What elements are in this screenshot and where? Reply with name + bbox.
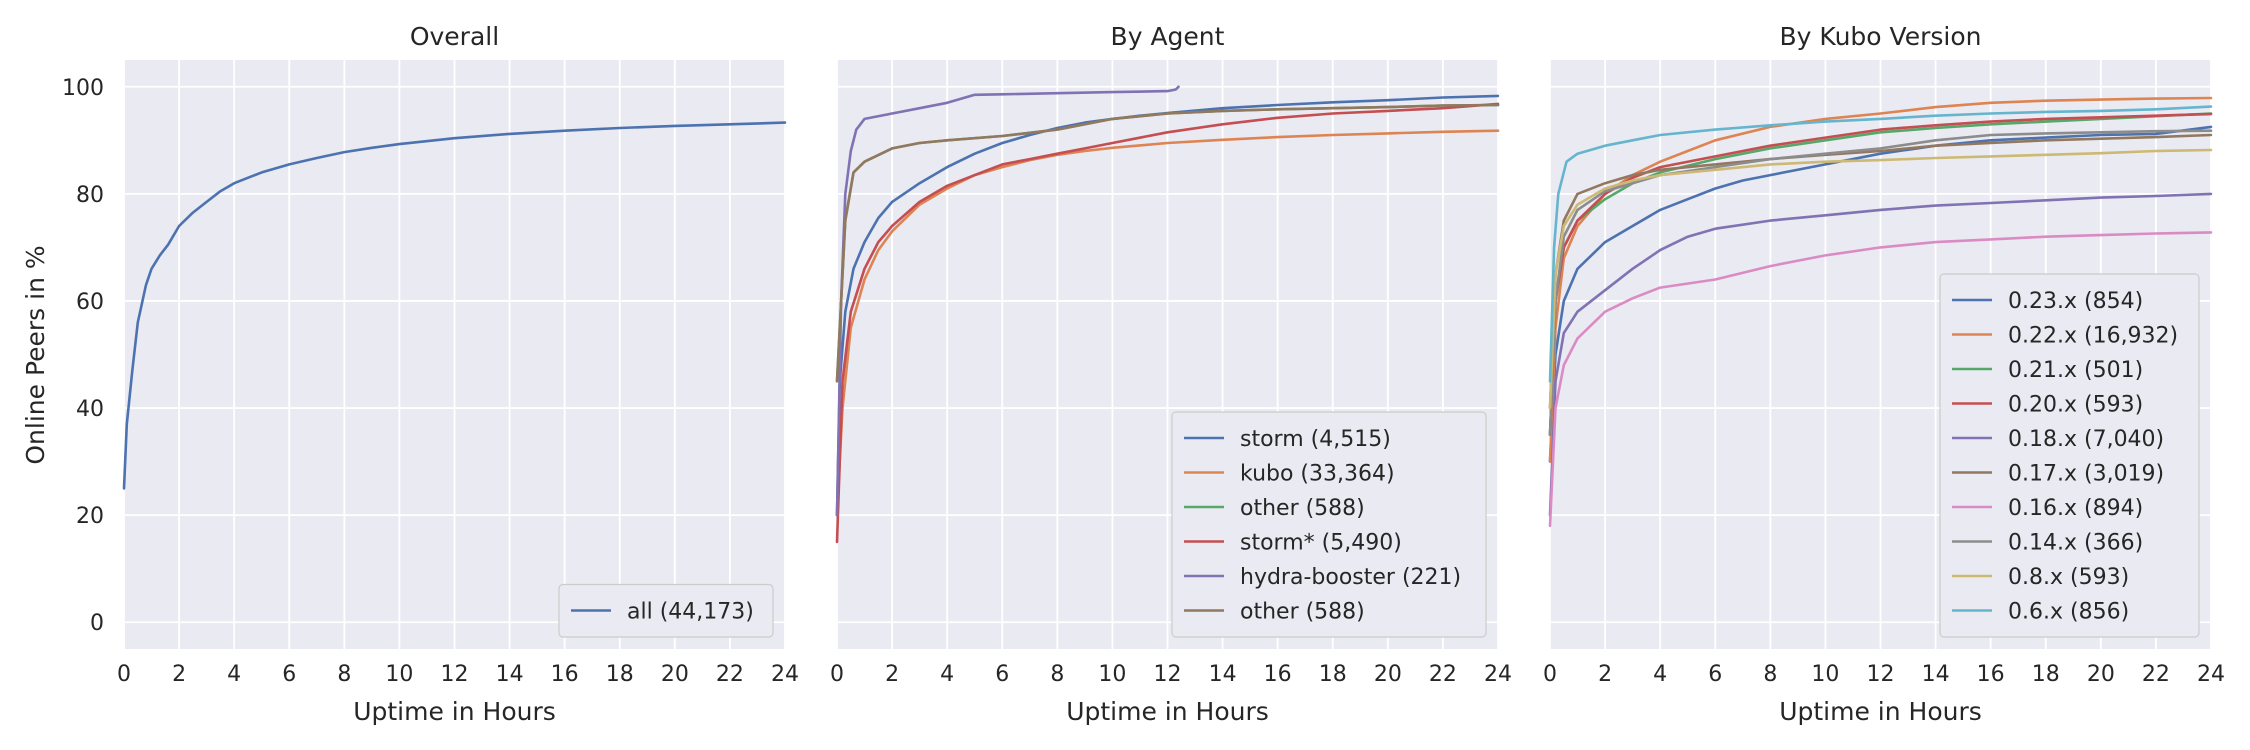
legend: storm (4,515) kubo (33,364) other (588) sto… <box>1171 411 1487 638</box>
legend-entry: 0.23.x (854) <box>2008 289 2143 314</box>
x-tick-label: 18 <box>606 662 634 687</box>
x-tick-label: 22 <box>2142 662 2170 687</box>
x-tick-label: 22 <box>716 662 744 687</box>
legend-entry: 0.22.x (16,932) <box>2008 324 2178 349</box>
x-tick-label: 2 <box>1598 662 1612 687</box>
legend-entry: other (588) <box>1240 600 1365 625</box>
x-tick-label: 12 <box>1154 662 1182 687</box>
x-tick-label: 10 <box>385 662 413 687</box>
legend-entry: other (588) <box>1240 496 1365 521</box>
legend-entry: storm (4,515) <box>1240 427 1391 452</box>
series-line <box>122 121 787 490</box>
legend-box <box>1939 273 2200 638</box>
x-tick-label: 10 <box>1098 662 1126 687</box>
legend-box <box>558 583 774 638</box>
y-tick-label: 80 <box>76 183 104 208</box>
legend-entry: 0.18.x (7,040) <box>2008 427 2164 452</box>
legend-entry: 0.20.x (593) <box>2008 393 2143 418</box>
x-tick-label: 24 <box>2197 662 2225 687</box>
panel-title: Overall <box>410 22 499 51</box>
legend-entry: hydra-booster (221) <box>1240 565 1461 590</box>
x-axis-label: Uptime in Hours <box>353 697 556 726</box>
legend-entry: 0.21.x (501) <box>2008 358 2143 383</box>
series-line <box>1548 96 2213 463</box>
legend-entry: 0.14.x (366) <box>2008 531 2143 556</box>
series-line <box>835 103 1500 383</box>
x-tick-label: 14 <box>1922 662 1950 687</box>
x-tick-label: 24 <box>771 662 799 687</box>
x-tick-label: 12 <box>441 662 469 687</box>
series-line <box>835 85 1180 517</box>
x-tick-label: 20 <box>661 662 689 687</box>
x-tick-label: 4 <box>940 662 954 687</box>
legend-entry: 0.6.x (856) <box>2008 600 2129 625</box>
x-tick-label: 16 <box>1264 662 1292 687</box>
panel-title: By Agent <box>1111 22 1225 51</box>
y-tick-label: 40 <box>76 397 104 422</box>
legend-box <box>1171 411 1487 638</box>
series-line <box>1548 148 2213 410</box>
legend-entry: 0.8.x (593) <box>2008 565 2129 590</box>
series-line <box>835 94 1500 517</box>
x-tick-label: 0 <box>1543 662 1557 687</box>
legend-entry: 0.17.x (3,019) <box>2008 462 2164 487</box>
legend: all (44,173) <box>558 583 774 638</box>
legend-entry: all (44,173) <box>627 600 754 625</box>
series-line <box>1548 112 2213 437</box>
x-tick-label: 10 <box>1811 662 1839 687</box>
x-tick-label: 0 <box>117 662 131 687</box>
x-tick-label: 18 <box>2032 662 2060 687</box>
x-tick-label: 6 <box>995 662 1009 687</box>
x-tick-label: 18 <box>1319 662 1347 687</box>
x-tick-label: 24 <box>1484 662 1512 687</box>
series-line <box>1548 105 2213 383</box>
x-tick-label: 8 <box>1763 662 1777 687</box>
x-tick-label: 4 <box>1653 662 1667 687</box>
figure-y-label: Online Peers in % <box>21 245 50 464</box>
series-line <box>1548 231 2213 528</box>
x-tick-label: 2 <box>885 662 899 687</box>
panel-0: 0 2 4 6 8 10 12 14 16 18 20 22 24020406080100Overall… <box>62 22 799 726</box>
y-tick-label: 0 <box>90 611 104 636</box>
x-tick-label: 0 <box>830 662 844 687</box>
panel-title: By Kubo Version <box>1780 22 1982 51</box>
x-tick-label: 16 <box>1977 662 2005 687</box>
x-tick-label: 14 <box>1209 662 1237 687</box>
y-tick-label: 100 <box>62 76 104 101</box>
x-tick-label: 14 <box>496 662 524 687</box>
x-tick-label: 12 <box>1867 662 1895 687</box>
x-tick-label: 20 <box>1374 662 1402 687</box>
series-line <box>835 102 1500 544</box>
x-tick-label: 8 <box>337 662 351 687</box>
legend-entry: kubo (33,364) <box>1240 462 1395 487</box>
x-tick-label: 6 <box>1708 662 1722 687</box>
x-tick-label: 6 <box>282 662 296 687</box>
series-line <box>1548 129 2213 437</box>
x-tick-label: 16 <box>551 662 579 687</box>
x-axis-label: Uptime in Hours <box>1066 697 1269 726</box>
x-tick-label: 4 <box>227 662 241 687</box>
x-tick-label: 20 <box>2087 662 2115 687</box>
legend-entry: storm* (5,490) <box>1240 531 1402 556</box>
x-tick-label: 2 <box>172 662 186 687</box>
y-tick-label: 20 <box>76 504 104 529</box>
legend-entry: 0.16.x (894) <box>2008 496 2143 521</box>
series-line <box>1548 192 2213 517</box>
x-tick-label: 22 <box>1429 662 1457 687</box>
x-tick-label: 8 <box>1050 662 1064 687</box>
legend: 0.23.x (854) 0.22.x (16,932) 0.21.x (501) 0… <box>1939 273 2200 638</box>
x-axis-label: Uptime in Hours <box>1779 697 1982 726</box>
y-tick-label: 60 <box>76 290 104 315</box>
series-line <box>1548 125 2213 463</box>
